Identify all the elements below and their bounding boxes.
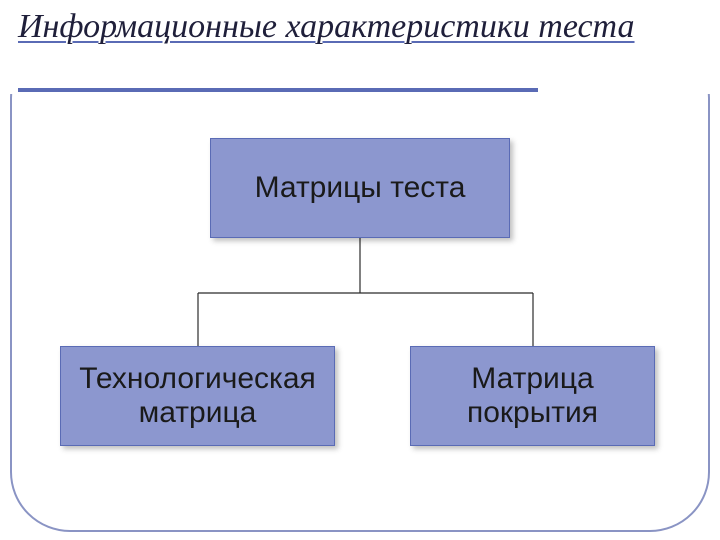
slide-title: Информационные характеристики теста <box>18 8 702 46</box>
node-right: Матрица покрытия <box>410 346 655 446</box>
title-underline <box>18 88 538 92</box>
tree-diagram: Матрицы теста Технологическая матрица Матр… <box>0 128 720 528</box>
node-left: Технологическая матрица <box>60 346 335 446</box>
slide: Информационные характеристики теста Матр… <box>0 0 720 540</box>
node-root: Матрицы теста <box>210 138 510 238</box>
slide-title-block: Информационные характеристики теста <box>0 0 720 95</box>
